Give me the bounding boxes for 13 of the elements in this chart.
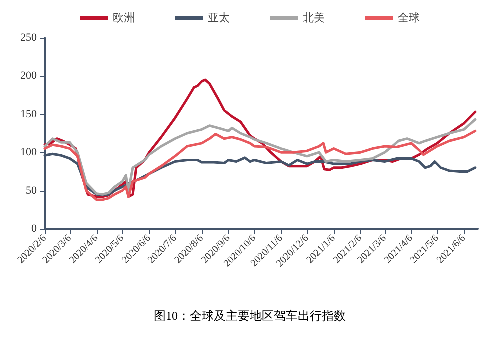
y-tick-label: 0: [32, 223, 38, 235]
y-tick-label: 200: [20, 70, 38, 82]
legend-label: 北美: [303, 12, 325, 24]
y-tick-label: 50: [26, 184, 38, 197]
line-series: [44, 118, 477, 196]
y-tick-label: 150: [20, 108, 38, 120]
legend-label: 全球: [398, 12, 420, 24]
text: 图10：全球及主要地区驾车出行指数: [154, 309, 346, 323]
y-tick-label: 100: [20, 146, 38, 159]
legend-label: 欧洲: [113, 12, 135, 24]
legend-label: 亚太: [208, 12, 230, 24]
y-tick-label: 250: [20, 32, 38, 44]
line-series: [44, 130, 477, 202]
